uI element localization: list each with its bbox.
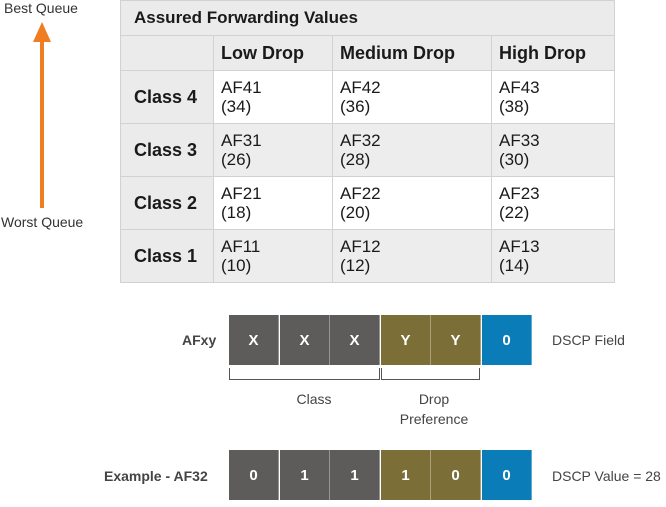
dscp-decimal: (22) <box>499 203 530 222</box>
table-cell: AF23 (22) <box>490 176 616 230</box>
drop-preference-label: Drop Preference <box>374 389 494 429</box>
af-name: AF13 <box>499 237 540 256</box>
table-title: Assured Forwarding Values <box>119 0 616 36</box>
dscp-decimal: (26) <box>221 150 252 169</box>
dscp-decimal: (10) <box>221 256 252 275</box>
dscp-decimal: (30) <box>499 150 530 169</box>
af-name: AF23 <box>499 184 540 203</box>
table-row: Class 2 AF21 (18) AF22 (20) AF23 (22) <box>120 176 616 230</box>
bit-box: 0 <box>229 450 279 500</box>
dscp-decimal: (28) <box>340 150 371 169</box>
table-row: Class 1 AF11 (10) AF12 (12) AF13 (14) <box>120 229 616 283</box>
best-queue-label: Best Queue <box>4 0 78 16</box>
table-cell: AF31 (26) <box>213 123 333 177</box>
dscp-decimal: (34) <box>221 97 252 116</box>
af-name: AF43 <box>499 78 540 97</box>
af-name: AF41 <box>221 78 262 97</box>
bit-box: 0 <box>482 315 532 365</box>
column-header-low-drop: Low Drop <box>213 35 333 71</box>
drop-preference-bracket <box>381 368 480 380</box>
column-header-high-drop: High Drop <box>490 35 616 71</box>
table-cell: AF41 (34) <box>213 70 333 124</box>
bit-box: 0 <box>482 450 532 500</box>
afxy-label: AFxy <box>182 332 217 348</box>
af-name: AF11 <box>221 237 261 256</box>
table-cell: AF33 (30) <box>490 123 616 177</box>
af-name: AF32 <box>340 131 381 150</box>
af-name: AF31 <box>221 131 262 150</box>
af-name: AF21 <box>221 184 262 203</box>
table-cell: AF22 (20) <box>332 176 492 230</box>
bit-box: 0 <box>431 450 481 500</box>
bit-box: 1 <box>280 450 330 500</box>
table-cell: AF21 (18) <box>213 176 333 230</box>
bit-box: Y <box>431 315 481 365</box>
dscp-field-label: DSCP Field <box>552 332 625 348</box>
dscp-decimal: (20) <box>340 203 371 222</box>
dscp-decimal: (36) <box>340 97 371 116</box>
bit-box: X <box>280 315 330 365</box>
queue-arrow-shaft <box>40 40 44 208</box>
table-row: Class 3 AF31 (26) AF32 (28) AF33 (30) <box>120 123 616 177</box>
drop-label-line1: Drop <box>418 391 450 407</box>
af-values-table: Assured Forwarding Values Low Drop Mediu… <box>119 0 616 283</box>
dscp-decimal: (18) <box>221 203 252 222</box>
row-header-class-1: Class 1 <box>120 229 214 283</box>
table-cell: AF42 (36) <box>332 70 492 124</box>
row-header-class-2: Class 2 <box>120 176 214 230</box>
table-cell: AF13 (14) <box>490 229 616 283</box>
af-name: AF12 <box>340 237 381 256</box>
row-header-class-3: Class 3 <box>120 123 214 177</box>
af-name: AF33 <box>499 131 540 150</box>
dscp-decimal: (38) <box>499 97 530 116</box>
bit-box: Y <box>381 315 431 365</box>
table-corner-cell <box>120 35 214 71</box>
bit-box: 1 <box>330 450 380 500</box>
table-cell: AF32 (28) <box>332 123 492 177</box>
table-cell: AF12 (12) <box>332 229 492 283</box>
row-header-class-4: Class 4 <box>120 70 214 124</box>
bit-box: X <box>229 315 279 365</box>
table-cell: AF43 (38) <box>490 70 616 124</box>
up-arrow-icon <box>33 22 51 42</box>
class-bracket-label: Class <box>296 391 332 407</box>
table-cell: AF11 (10) <box>213 229 333 283</box>
dscp-value-label: DSCP Value = 28 <box>552 468 661 484</box>
drop-label-line2: Preference <box>399 411 469 427</box>
af-name: AF22 <box>340 184 381 203</box>
class-bracket <box>229 368 380 380</box>
bit-box: 1 <box>381 450 431 500</box>
dscp-decimal: (14) <box>499 256 530 275</box>
dscp-decimal: (12) <box>340 256 371 275</box>
bit-box: X <box>330 315 380 365</box>
af-name: AF42 <box>340 78 381 97</box>
example-label: Example - AF32 <box>104 468 208 484</box>
column-header-medium-drop: Medium Drop <box>332 35 492 71</box>
worst-queue-label: Worst Queue <box>1 214 84 230</box>
table-row: Class 4 AF41 (34) AF42 (36) AF43 (38) <box>120 70 616 124</box>
